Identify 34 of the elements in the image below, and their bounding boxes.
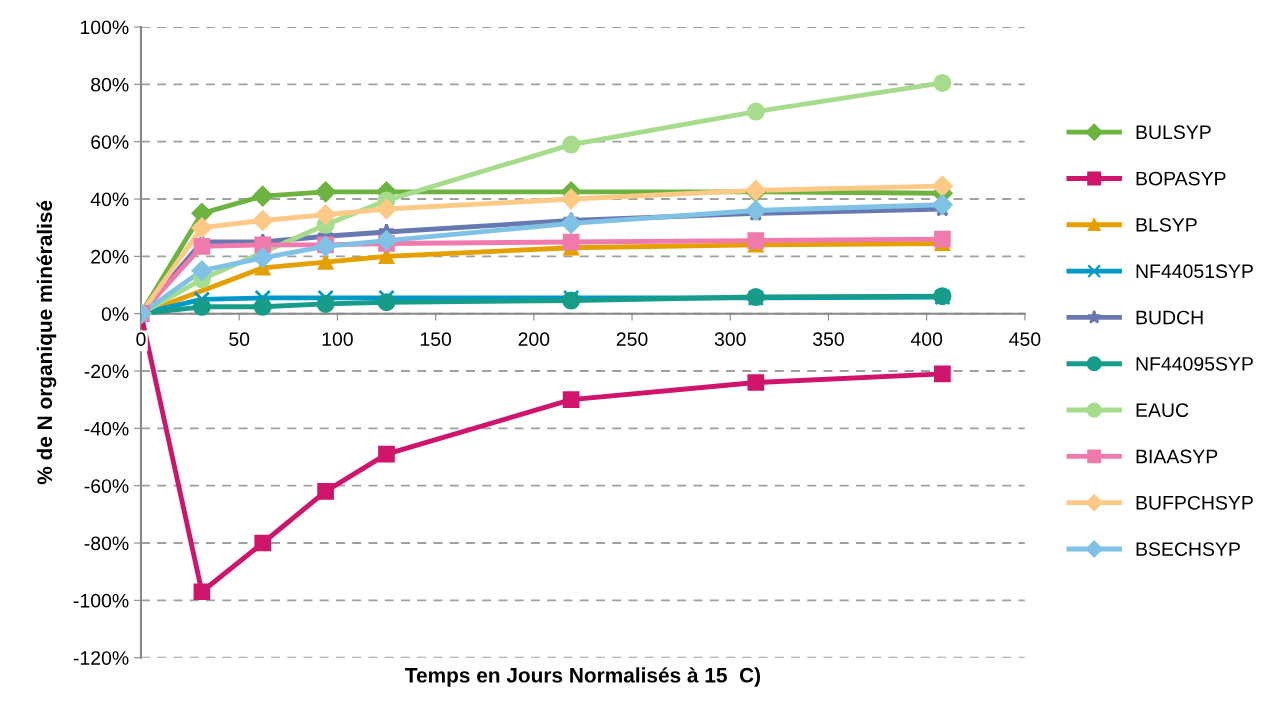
y-tick-label: 0% xyxy=(101,307,129,321)
y-tick-label: -100% xyxy=(73,593,129,608)
legend-label: BUDCH xyxy=(1136,310,1203,325)
x-tick-label: 0 xyxy=(136,332,146,347)
x-tick-label: 150 xyxy=(420,332,452,347)
x-tick-label: 100 xyxy=(322,332,353,347)
x-tick-label: 450 xyxy=(1009,332,1041,347)
y-tick-label: 60% xyxy=(91,135,129,149)
legend-label: NF44095SYP xyxy=(1136,356,1253,371)
legend-label: BOPASYP xyxy=(1136,171,1226,186)
legend-label: EAUC xyxy=(1136,403,1189,418)
legend-label: NF44051SYP xyxy=(1136,264,1253,279)
legend-label: BIAASYP xyxy=(1136,449,1218,464)
legend-label: BULSYP xyxy=(1136,125,1211,140)
x-tick-label: 350 xyxy=(812,332,844,347)
y-tick-label: 80% xyxy=(91,77,129,92)
y-tick-label: -60% xyxy=(84,479,129,493)
legend-label: BSECHSYP xyxy=(1136,542,1240,557)
x-tick-label: 300 xyxy=(714,332,746,347)
y-tick-label: -20% xyxy=(84,364,129,379)
x-axis-title: Temps en Jours Normalisés à 15 C) xyxy=(405,667,761,687)
x-tick-label: 50 xyxy=(229,332,250,347)
y-tick-label: 40% xyxy=(90,192,129,207)
y-tick-label: -40% xyxy=(84,421,129,436)
legend-label: BLSYP xyxy=(1136,218,1197,232)
y-tick-label: -80% xyxy=(84,536,129,551)
y-tick-label: -120% xyxy=(73,651,129,665)
y-tick-label: 20% xyxy=(91,249,129,264)
legend-label: BUFPCHSYP xyxy=(1136,495,1253,510)
x-tick-label: 200 xyxy=(518,332,550,347)
y-axis-title: % de N organique minéralisé xyxy=(36,200,57,485)
y-tick-label: 100% xyxy=(80,20,129,35)
x-tick-label: 400 xyxy=(910,332,943,347)
x-tick-label: 250 xyxy=(616,332,648,347)
